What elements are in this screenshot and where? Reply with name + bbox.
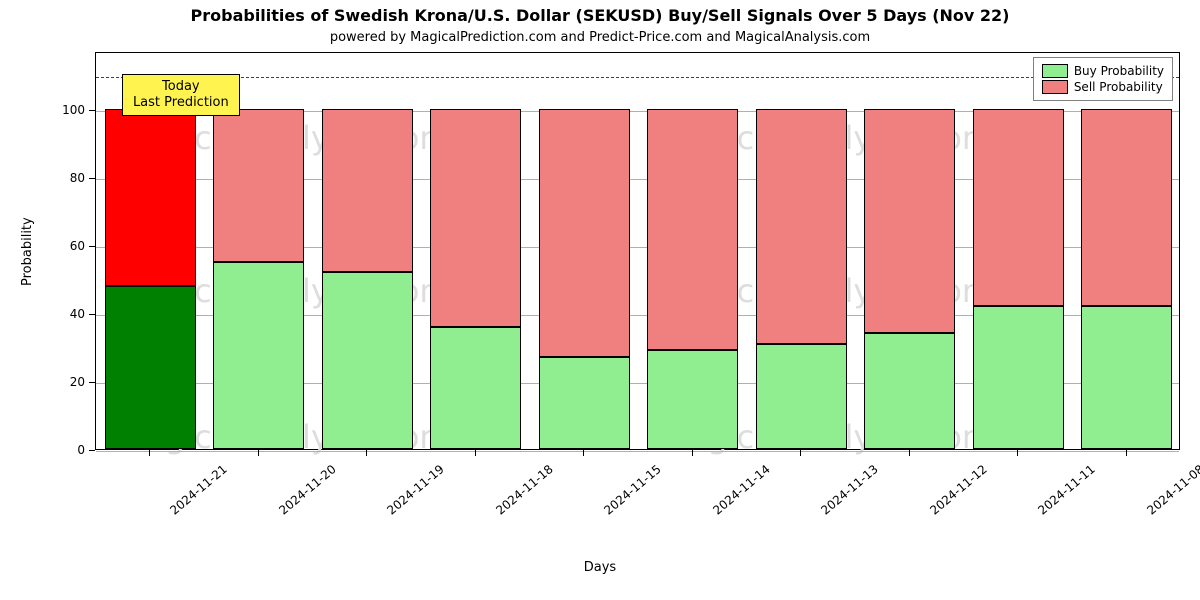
reference-line	[96, 77, 1179, 78]
x-axis-label: Days	[0, 560, 1200, 575]
x-tick-label: 2024-11-13	[819, 462, 881, 518]
buy-bar	[539, 357, 630, 449]
buy-bar	[1081, 306, 1172, 449]
y-tick-label: 80	[55, 171, 85, 185]
buy-bar	[213, 262, 304, 449]
y-tick-mark	[89, 178, 95, 179]
sell-bar	[1081, 109, 1172, 306]
chart-title: Probabilities of Swedish Krona/U.S. Doll…	[0, 6, 1200, 25]
sell-bar	[647, 109, 738, 351]
sell-bar	[322, 109, 413, 272]
bar-group	[539, 53, 630, 449]
y-tick-mark	[89, 110, 95, 111]
bar-group	[756, 53, 847, 449]
bar-group	[322, 53, 413, 449]
legend-swatch	[1042, 64, 1068, 78]
today-annotation: TodayLast Prediction	[122, 74, 240, 117]
x-tick-label: 2024-11-11	[1036, 462, 1098, 518]
x-tick-label: 2024-11-20	[276, 462, 338, 518]
sell-bar	[756, 109, 847, 344]
x-tick-label: 2024-11-15	[602, 462, 664, 518]
x-tick-label: 2024-11-08	[1144, 462, 1200, 518]
x-tick-mark	[1126, 450, 1127, 456]
x-tick-label: 2024-11-18	[493, 462, 555, 518]
chart-subtitle: powered by MagicalPrediction.com and Pre…	[0, 30, 1200, 45]
sell-bar	[864, 109, 955, 334]
x-tick-mark	[692, 450, 693, 456]
chart-container: Probabilities of Swedish Krona/U.S. Doll…	[0, 0, 1200, 600]
y-tick-label: 20	[55, 375, 85, 389]
bar-group	[864, 53, 955, 449]
legend: Buy Probability Sell Probability	[1033, 57, 1173, 101]
y-tick-mark	[89, 246, 95, 247]
sell-bar	[539, 109, 630, 357]
y-axis-label: Probability	[20, 217, 35, 286]
x-tick-label: 2024-11-19	[385, 462, 447, 518]
x-tick-mark	[366, 450, 367, 456]
legend-item: Sell Probability	[1042, 80, 1164, 94]
x-tick-mark	[475, 450, 476, 456]
bar-group	[1081, 53, 1172, 449]
x-tick-mark	[258, 450, 259, 456]
x-tick-label: 2024-11-14	[710, 462, 772, 518]
buy-bar	[322, 272, 413, 449]
y-tick-mark	[89, 450, 95, 451]
sell-bar	[430, 109, 521, 327]
x-tick-mark	[800, 450, 801, 456]
x-tick-mark	[1017, 450, 1018, 456]
buy-bar	[105, 286, 196, 449]
legend-label: Buy Probability	[1074, 64, 1164, 78]
sell-bar	[213, 109, 304, 262]
sell-bar	[105, 109, 196, 286]
x-tick-mark	[909, 450, 910, 456]
bar-group	[973, 53, 1064, 449]
buy-bar	[864, 333, 955, 449]
y-tick-label: 40	[55, 307, 85, 321]
y-tick-label: 100	[55, 103, 85, 117]
x-tick-mark	[149, 450, 150, 456]
x-tick-label: 2024-11-12	[927, 462, 989, 518]
buy-bar	[647, 350, 738, 449]
legend-label: Sell Probability	[1074, 80, 1163, 94]
y-tick-label: 0	[55, 443, 85, 457]
y-tick-label: 60	[55, 239, 85, 253]
buy-bar	[430, 327, 521, 449]
x-tick-mark	[583, 450, 584, 456]
sell-bar	[973, 109, 1064, 306]
legend-swatch	[1042, 80, 1068, 94]
bar-group	[430, 53, 521, 449]
y-tick-mark	[89, 314, 95, 315]
buy-bar	[756, 344, 847, 449]
bar-group	[647, 53, 738, 449]
plot-area: MagicalAnalysis.comMagicalAnalysis.comMa…	[95, 52, 1180, 450]
buy-bar	[973, 306, 1064, 449]
legend-item: Buy Probability	[1042, 64, 1164, 78]
y-tick-mark	[89, 382, 95, 383]
x-tick-label: 2024-11-21	[168, 462, 230, 518]
